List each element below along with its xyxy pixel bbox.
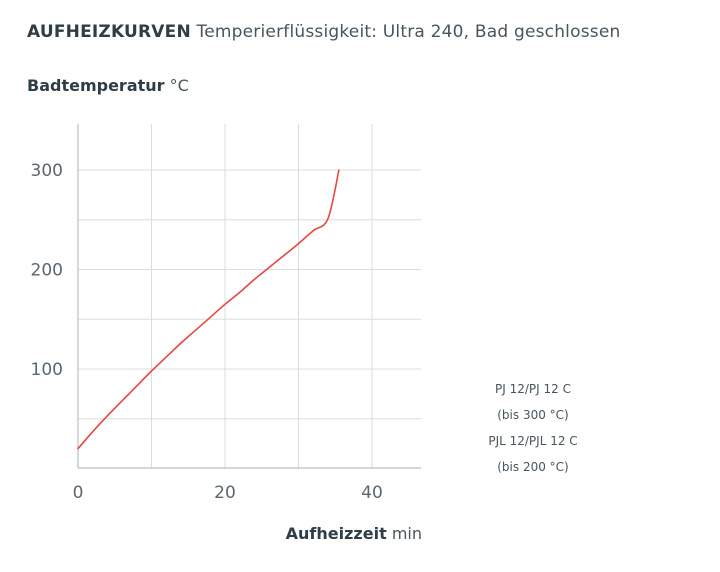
legend-entry-3: PJL 12/PJL 12 C — [488, 434, 578, 448]
legend-entry-1: PJ 12/PJ 12 C — [495, 382, 571, 396]
x-axis-label-text: Aufheizzeit — [285, 524, 387, 543]
legend: PJ 12/PJ 12 C (bis 300 °C) PJL 12/PJL 12… — [478, 376, 588, 480]
legend-entry-2: (bis 300 °C) — [497, 408, 569, 422]
y-axis-unit: °C — [169, 76, 189, 95]
legend-entry-4: (bis 200 °C) — [497, 460, 569, 474]
y-tick-label: 200 — [31, 261, 63, 281]
y-axis-label-text: Badtemperatur — [27, 76, 165, 95]
y-tick-label: 300 — [31, 161, 63, 181]
x-axis-label: Aufheizzeit min — [286, 524, 422, 543]
series-line — [77, 169, 340, 450]
chart-title-main: AUFHEIZKURVEN — [27, 22, 191, 42]
chart-subtitle: Temperierflüssigkeit: Ultra 240, Bad ges… — [196, 22, 621, 42]
y-tick-label: 100 — [31, 360, 63, 380]
chart-title: AUFHEIZKURVEN Temperierflüssigkeit: Ultr… — [27, 22, 620, 42]
x-axis-unit: min — [391, 524, 422, 543]
x-tick-label: 20 — [214, 483, 236, 503]
x-tick-label: 0 — [73, 483, 84, 503]
y-axis-label: Badtemperatur °C — [27, 76, 189, 95]
x-tick-label: 40 — [361, 483, 383, 503]
